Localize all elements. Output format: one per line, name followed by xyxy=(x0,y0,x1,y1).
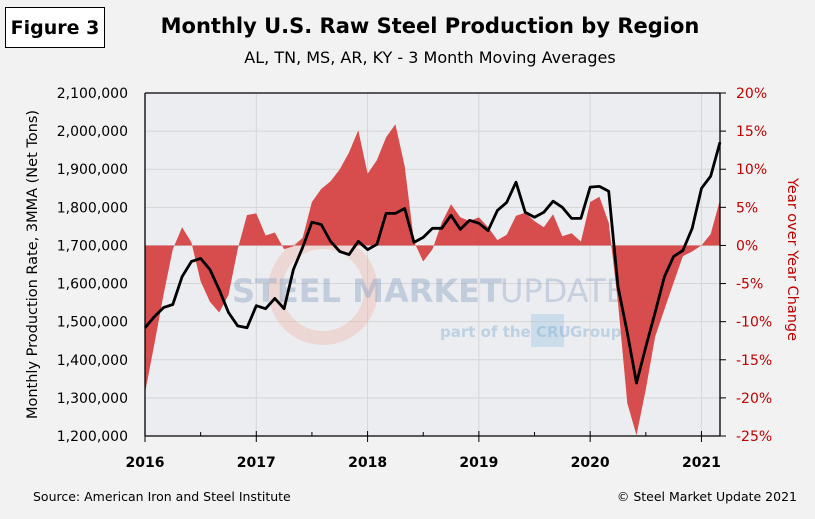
y-tick-label: 1,900,000 xyxy=(57,162,128,178)
watermark-cru-text: CRU xyxy=(536,323,571,341)
y2-tick-label: 0% xyxy=(736,238,758,254)
watermark-sub-suffix: Group xyxy=(570,323,622,341)
production-line-series xyxy=(143,141,722,385)
watermark-sub-prefix: part of the xyxy=(440,323,531,341)
left-axis-label: Monthly Production Rate, 3MMA (Net Tons) xyxy=(25,110,41,419)
y-tick-label: 1,800,000 xyxy=(57,200,128,216)
y2-tick-label: -25% xyxy=(736,429,772,445)
watermark-cru-badge xyxy=(531,314,564,347)
y2-tick-label: -20% xyxy=(736,391,772,407)
y-tick-label: 1,700,000 xyxy=(57,238,128,254)
left-axis-ticks: 1,200,000 1,300,000 1,400,000 1,500,000 1,60… xyxy=(57,86,128,445)
y2-tick-label: 10% xyxy=(736,162,767,178)
right-axis-label: Year over Year Change xyxy=(784,177,800,341)
right-axis-ticks: -25% -20% -15% -10% -5% 0% 5% 10% 15% 20% xyxy=(720,86,772,445)
y2-tick-label: -5% xyxy=(736,277,763,293)
watermark-text-light: UPDATE xyxy=(500,272,626,310)
figure-label: Figure 3 xyxy=(5,7,105,48)
chart-subtitle: AL, TN, MS, AR, KY - 3 Month Moving Aver… xyxy=(244,48,616,67)
production-line xyxy=(143,141,722,385)
x-tick-label: 2017 xyxy=(237,455,276,471)
y-tick-label: 1,600,000 xyxy=(57,277,128,293)
x-tick-label: 2021 xyxy=(682,455,721,471)
y2-tick-label: -10% xyxy=(736,315,772,331)
y-tick-label: 1,300,000 xyxy=(57,391,128,407)
y-tick-label: 1,200,000 xyxy=(57,429,128,445)
y-tick-label: 1,500,000 xyxy=(57,315,128,331)
copyright-note: © Steel Market Update 2021 xyxy=(616,489,797,504)
source-note: Source: American Iron and Steel Institut… xyxy=(33,489,291,504)
x-axis-ticks: 2016 2017 2018 2019 2020 2021 xyxy=(126,431,721,471)
y2-tick-label: 15% xyxy=(736,124,767,140)
y-tick-label: 2,100,000 xyxy=(57,86,128,102)
x-tick-label: 2019 xyxy=(459,455,498,471)
axes xyxy=(144,92,721,437)
watermark-text-main: STEEL MARKET xyxy=(232,272,502,310)
y2-tick-label: 20% xyxy=(736,86,767,102)
y-tick-label: 1,400,000 xyxy=(57,353,128,369)
y2-tick-label: -15% xyxy=(736,353,772,369)
watermark: STEEL MARKET UPDATE part of the CRU Grou… xyxy=(232,235,626,347)
x-tick-label: 2020 xyxy=(571,455,610,471)
chart-title: Monthly U.S. Raw Steel Production by Reg… xyxy=(160,14,700,38)
y-tick-label: 2,000,000 xyxy=(57,124,128,140)
x-tick-label: 2016 xyxy=(126,455,165,471)
x-tick-label: 2018 xyxy=(348,455,387,471)
y2-tick-label: 5% xyxy=(736,200,758,216)
